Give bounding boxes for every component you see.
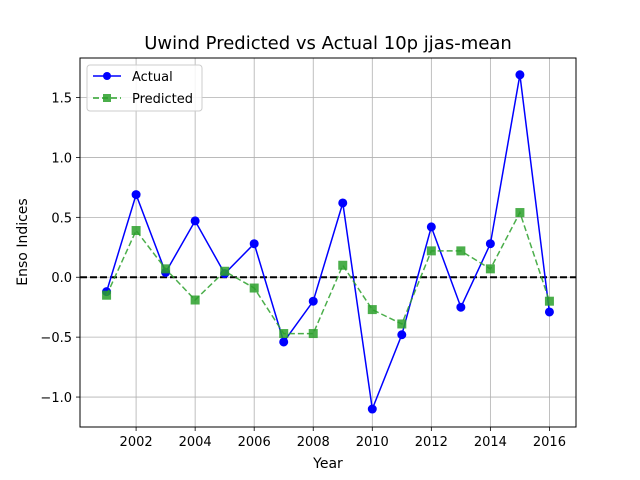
data-point-predicted bbox=[456, 246, 466, 256]
data-point-actual bbox=[190, 216, 200, 226]
data-point-predicted bbox=[367, 305, 377, 315]
data-point-actual bbox=[544, 307, 554, 317]
x-tick-label: 2004 bbox=[179, 435, 212, 450]
y-tick-label: 0.0 bbox=[51, 271, 72, 286]
data-point-actual bbox=[397, 330, 407, 340]
y-tick-label: −1.0 bbox=[40, 391, 72, 406]
data-point-predicted bbox=[338, 260, 348, 270]
chart-title: Uwind Predicted vs Actual 10p jjas-mean bbox=[144, 33, 512, 54]
x-tick-label: 2002 bbox=[120, 435, 153, 450]
data-point-actual bbox=[279, 337, 289, 347]
data-point-actual bbox=[367, 404, 377, 414]
y-tick-label: 1.0 bbox=[51, 151, 72, 166]
series-line-actual bbox=[105, 74, 551, 412]
data-point-predicted bbox=[220, 266, 230, 276]
y-tick-label: 1.5 bbox=[51, 92, 72, 107]
data-point-actual bbox=[308, 296, 318, 306]
legend-label-predicted: Predicted bbox=[132, 92, 193, 107]
data-point-actual bbox=[485, 239, 495, 249]
x-tick-label: 2010 bbox=[356, 435, 389, 450]
x-axis-title: Year bbox=[312, 456, 343, 472]
legend-marker-predicted bbox=[103, 94, 111, 102]
y-tick-label: 0.5 bbox=[51, 211, 72, 226]
data-point-actual bbox=[338, 198, 348, 208]
legend-label-actual: Actual bbox=[132, 70, 173, 85]
legend: Actual Predicted bbox=[86, 64, 203, 112]
data-point-predicted bbox=[515, 208, 525, 218]
legend-marker-actual bbox=[103, 72, 111, 80]
series-line-predicted bbox=[105, 210, 551, 335]
data-point-actual bbox=[426, 222, 436, 232]
data-point-actual bbox=[456, 302, 466, 312]
x-tick-label: 2006 bbox=[238, 435, 271, 450]
data-point-predicted bbox=[190, 295, 200, 305]
data-point-predicted bbox=[249, 283, 259, 293]
x-tick-label: 2008 bbox=[297, 435, 330, 450]
data-point-predicted bbox=[102, 290, 112, 300]
x-tick-label: 2016 bbox=[533, 435, 566, 450]
data-point-actual bbox=[131, 190, 141, 200]
plot-area: 2002 2004 2006 2008 2010 2012 2014 2016 −1.0 −0.5… bbox=[40, 57, 577, 450]
y-tick-label: −0.5 bbox=[40, 331, 72, 346]
data-point-predicted bbox=[397, 319, 407, 329]
axes-frame bbox=[79, 57, 577, 428]
data-point-predicted bbox=[544, 296, 554, 306]
data-point-predicted bbox=[131, 226, 141, 236]
data-point-predicted bbox=[161, 264, 171, 274]
data-point-actual bbox=[515, 70, 525, 80]
data-point-predicted bbox=[426, 246, 436, 256]
data-point-predicted bbox=[485, 264, 495, 274]
y-axis-title: Enso Indices bbox=[15, 198, 31, 285]
data-point-actual bbox=[249, 239, 259, 249]
x-tick-label: 2012 bbox=[415, 435, 448, 450]
data-point-predicted bbox=[308, 329, 318, 339]
data-point-predicted bbox=[279, 329, 289, 339]
x-tick-label: 2014 bbox=[474, 435, 507, 450]
